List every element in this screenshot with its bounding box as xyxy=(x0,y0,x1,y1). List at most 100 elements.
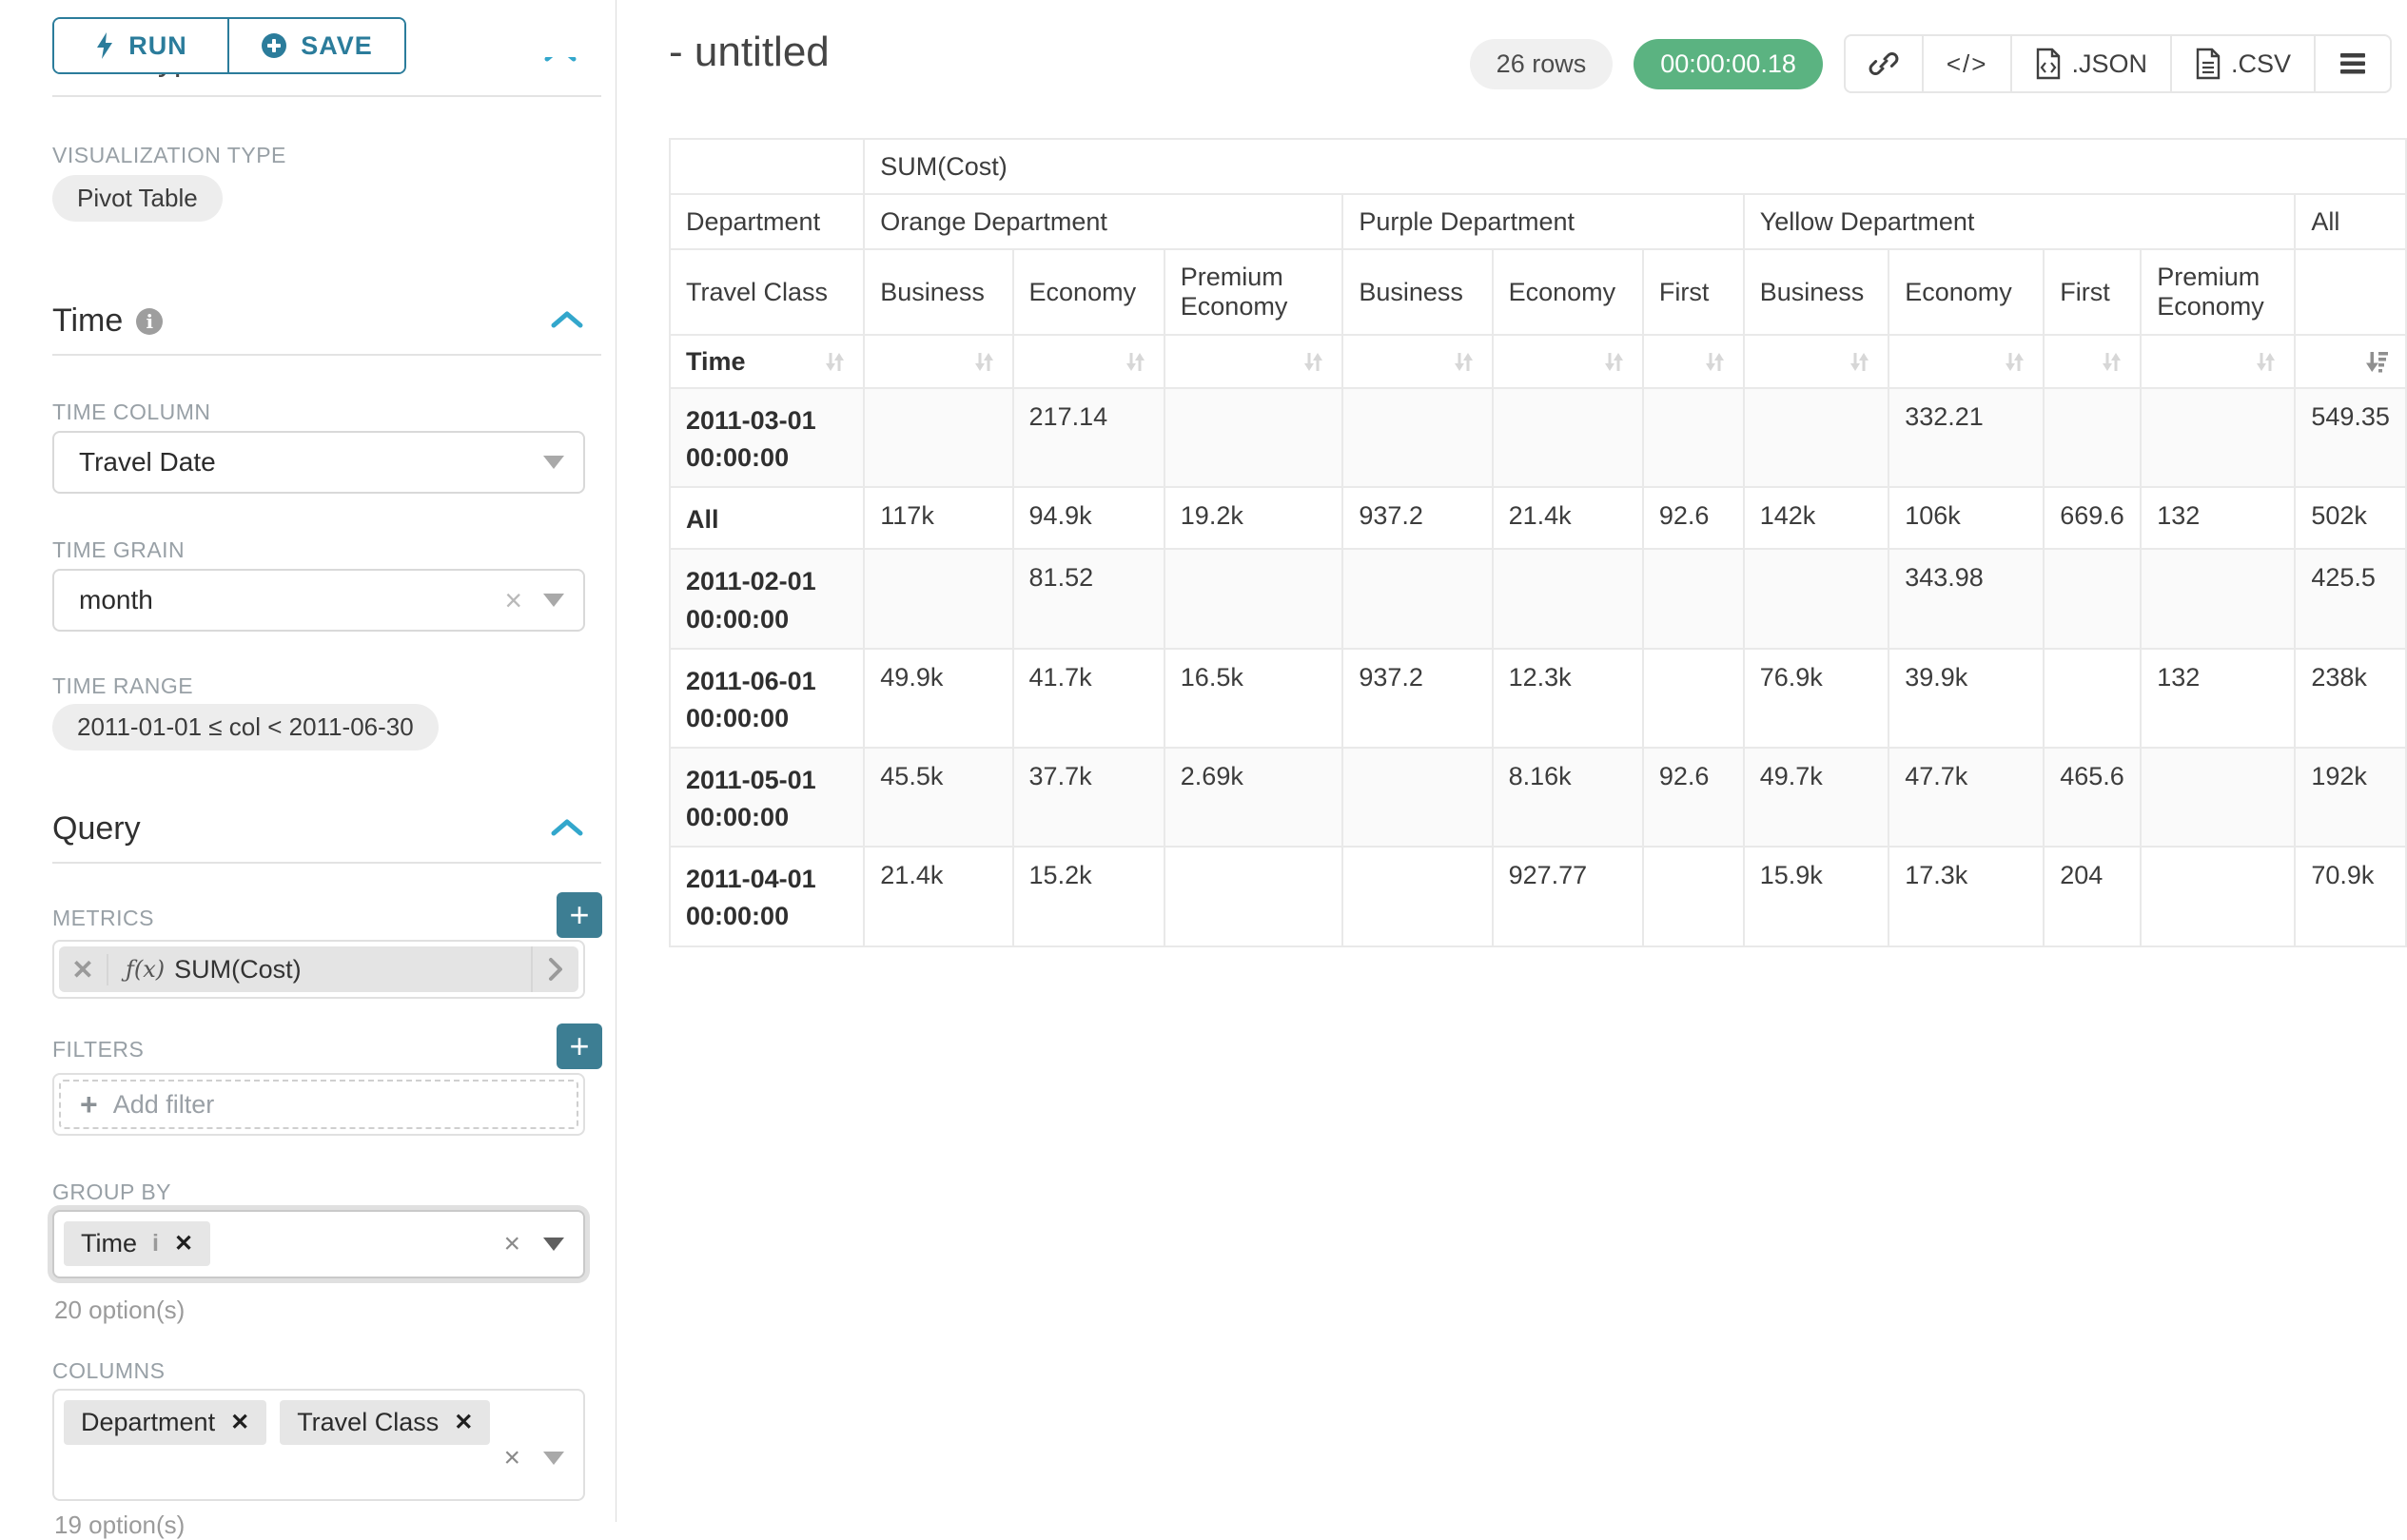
columns-label: COLUMNS xyxy=(52,1358,166,1383)
sort-header-row: Time xyxy=(668,334,2407,389)
export-csv-button[interactable]: .CSV xyxy=(2172,36,2316,91)
columns-tag-travel-class[interactable]: Travel Class ✕ xyxy=(280,1400,491,1445)
remove-tag-icon[interactable]: ✕ xyxy=(173,1231,194,1257)
export-json-button[interactable]: .JSON xyxy=(2012,36,2172,91)
chevron-down-icon xyxy=(543,1452,564,1465)
view-query-button[interactable]: </> xyxy=(1924,36,2013,91)
chart-title[interactable]: - untitled xyxy=(669,29,830,75)
value-cell xyxy=(1163,846,1344,947)
remove-metric-icon[interactable]: ✕ xyxy=(59,953,108,985)
row-dimension-sort-cell[interactable]: Time xyxy=(668,334,866,389)
value-cell xyxy=(2140,746,2297,848)
clear-icon[interactable]: × xyxy=(503,1228,520,1259)
value-cell: 45.5k xyxy=(863,746,1014,848)
value-cell: 15.2k xyxy=(1011,846,1165,947)
sort-icon xyxy=(1304,352,1323,371)
remove-tag-icon[interactable]: ✕ xyxy=(230,1410,250,1435)
value-cell: 332.21 xyxy=(1888,386,2045,489)
metric-name: SUM(Cost) xyxy=(174,954,302,984)
dimension-label-cell: Department xyxy=(668,193,866,250)
value-cell xyxy=(2043,548,2143,650)
link-icon xyxy=(1869,51,1899,76)
column-sort-cell[interactable] xyxy=(1641,334,1745,389)
travel-class-cell: Premium Economy xyxy=(2140,248,2297,336)
value-cell xyxy=(1341,846,1494,947)
travel-class-cell xyxy=(2294,248,2407,336)
column-sort-cell[interactable] xyxy=(1491,334,1644,389)
value-cell: 465.6 xyxy=(2043,746,2143,848)
column-sort-cell[interactable] xyxy=(2043,334,2143,389)
time-range-label: TIME RANGE xyxy=(52,673,194,698)
value-cell: 937.2 xyxy=(1341,647,1494,749)
collapse-time-section-button[interactable] xyxy=(549,302,585,340)
value-cell: 39.9k xyxy=(1888,647,2045,749)
value-cell: 41.7k xyxy=(1011,647,1165,749)
value-cell xyxy=(1742,548,1890,650)
value-cell: 92.6 xyxy=(1641,746,1745,848)
department-group-cell: Yellow Department xyxy=(1742,193,2297,250)
chevron-down-icon xyxy=(543,594,564,607)
column-sort-cell[interactable] xyxy=(1163,334,1344,389)
copy-link-button[interactable] xyxy=(1846,36,1924,91)
export-button-group: </> .JSON .CSV xyxy=(1843,34,2392,93)
travel-class-cell: Economy xyxy=(1011,248,1165,336)
run-button[interactable]: RUN xyxy=(54,19,229,72)
column-sort-cell[interactable] xyxy=(1742,334,1890,389)
value-cell: 549.35 xyxy=(2294,386,2407,489)
column-sort-cell[interactable] xyxy=(2140,334,2297,389)
metrics-label: METRICS xyxy=(52,906,154,930)
columns-select[interactable]: Department ✕ Travel Class ✕ × xyxy=(52,1389,585,1501)
add-filter-plus-button[interactable]: + xyxy=(557,1023,602,1069)
clear-icon[interactable]: × xyxy=(503,1442,520,1473)
sort-icon xyxy=(1850,352,1869,371)
column-sort-cell[interactable] xyxy=(1341,334,1494,389)
add-metric-button[interactable]: + xyxy=(557,892,602,938)
row-count-badge: 26 rows xyxy=(1469,38,1614,89)
row-header-cell: All xyxy=(668,486,866,551)
metric-header-row: SUM(Cost) xyxy=(668,138,2407,195)
sort-icon xyxy=(1705,352,1724,371)
metrics-container: ✕ ƒ(x) SUM(Cost) xyxy=(52,940,585,999)
code-icon: </> xyxy=(1946,49,1988,78)
value-cell xyxy=(1491,548,1644,650)
time-grain-select[interactable]: month × xyxy=(52,569,585,632)
more-options-button[interactable] xyxy=(2316,36,2390,91)
clear-icon[interactable]: × xyxy=(504,583,522,617)
columns-tag-department[interactable]: Department ✕ xyxy=(64,1400,267,1445)
csv-label: .CSV xyxy=(2230,49,2291,78)
filters-container: + Add filter xyxy=(52,1073,585,1136)
column-sort-cell[interactable] xyxy=(863,334,1014,389)
metric-pill[interactable]: ✕ ƒ(x) SUM(Cost) xyxy=(59,946,578,992)
column-sort-cell[interactable] xyxy=(2294,334,2407,389)
column-sort-cell[interactable] xyxy=(1888,334,2045,389)
query-timer-badge: 00:00:00.18 xyxy=(1634,38,1823,89)
viz-type-pill[interactable]: Pivot Table xyxy=(52,175,223,222)
value-cell: 2.69k xyxy=(1163,746,1344,848)
divider xyxy=(52,95,601,97)
save-button[interactable]: SAVE xyxy=(229,19,404,72)
travel-class-cell: Economy xyxy=(1491,248,1644,336)
table-row: 2011-02-01 00:00:00 81.52 343.98 425.5 xyxy=(668,548,2407,650)
time-column-select[interactable]: Travel Date xyxy=(52,431,585,494)
column-sort-cell[interactable] xyxy=(1011,334,1165,389)
value-cell: 49.9k xyxy=(863,647,1014,749)
value-cell: 927.77 xyxy=(1491,846,1644,947)
control-panel-sidebar: Chart Type RUN SAVE VISUALIZATION TYPE P… xyxy=(0,0,616,1539)
row-header-cell: 2011-02-01 00:00:00 xyxy=(668,548,866,650)
time-range-pill[interactable]: 2011-01-01 ≤ col < 2011-06-30 xyxy=(52,704,439,751)
collapse-query-section-button[interactable] xyxy=(549,810,585,848)
department-group-cell: All xyxy=(2294,193,2407,250)
group-by-tag-time[interactable]: Time i ✕ xyxy=(64,1221,211,1266)
value-cell: 343.98 xyxy=(1888,548,2045,650)
travel-class-cell: Economy xyxy=(1888,248,2045,336)
info-icon[interactable]: i xyxy=(136,307,164,335)
lightning-icon xyxy=(97,32,113,59)
tag-label: Travel Class xyxy=(297,1408,440,1436)
value-cell: 217.14 xyxy=(1011,386,1165,489)
chart-panel: - untitled 26 rows 00:00:00.18 </> .JSON xyxy=(617,0,2407,1522)
group-by-select[interactable]: Time i ✕ × xyxy=(52,1210,585,1278)
add-filter-button[interactable]: + Add filter xyxy=(59,1080,578,1129)
expand-metric-button[interactable] xyxy=(531,946,578,992)
remove-tag-icon[interactable]: ✕ xyxy=(454,1410,474,1435)
value-cell: 132 xyxy=(2140,647,2297,749)
